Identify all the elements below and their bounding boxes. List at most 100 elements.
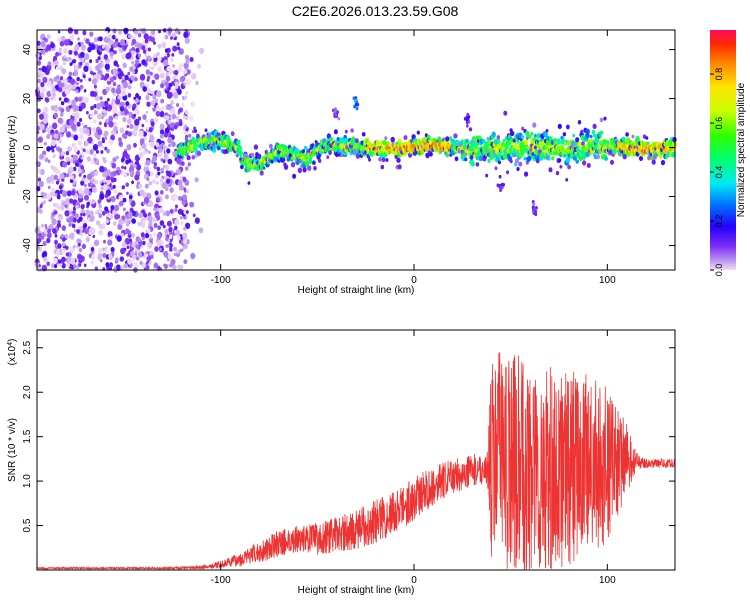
spectrogram-cell (156, 197, 160, 202)
spectrogram-cell (177, 46, 181, 51)
spectrogram-cell (133, 96, 136, 100)
spectrogram-cell (397, 164, 402, 170)
colorbar: 0.0 0.2 0.4 0.6 0.8 Normalized spectral ampl… (710, 30, 747, 276)
spectrogram-cell (585, 132, 590, 138)
spectrogram-cell (165, 186, 169, 192)
spectrogram-cell (80, 165, 84, 170)
spectrogram-cell (175, 204, 178, 209)
spectrogram-cell (51, 187, 56, 193)
spectrogram-cell (521, 135, 525, 140)
spectrogram-cell (143, 196, 150, 204)
spectrogram-cell (189, 115, 194, 121)
spectrogram-cell (57, 259, 62, 264)
spectrogram-cell (513, 143, 518, 149)
spectrogram-cell (66, 190, 72, 197)
spectrogram-cell (77, 37, 80, 41)
spectrogram-cell (527, 155, 532, 161)
spectrogram-cell (96, 103, 102, 110)
spectrogram-cell (51, 191, 56, 197)
spectrogram-cell (182, 238, 188, 245)
spectrogram-cell (53, 55, 58, 61)
spectrogram-cell (444, 140, 448, 145)
spectrogram-cell (112, 28, 117, 34)
spectrogram-cell (165, 72, 169, 77)
spectrogram-cell (247, 181, 251, 185)
spectrogram-cell (566, 124, 570, 130)
spectrogram-cell (105, 219, 110, 224)
spectrogram-cell (148, 150, 151, 154)
spectrogram-cell (73, 264, 77, 269)
spectrogram-cell (88, 231, 92, 236)
spectrogram-cell (54, 192, 58, 197)
spectrogram-cell (56, 194, 61, 200)
spectrogram-cell (137, 221, 142, 227)
spectrogram-cell (40, 86, 47, 93)
spectrogram-cell (98, 203, 102, 209)
spectrogram-cell (146, 228, 151, 234)
spectrogram-cell (118, 169, 122, 174)
spectrogram-cell (159, 178, 164, 183)
spectrogram-cell (157, 171, 161, 176)
spectrogram-cell (142, 240, 146, 246)
spectrogram-cell (121, 75, 125, 80)
spectrogram-cell (166, 65, 171, 72)
spectrogram-cell (71, 99, 77, 106)
spectrogram-cell (134, 174, 140, 181)
spectrogram-cell (100, 150, 104, 154)
spectrogram-cell (65, 97, 69, 102)
spectrogram-cell (50, 263, 55, 269)
snr-y-tick-label: 2.5 (22, 340, 33, 354)
spectrogram-cell (61, 225, 66, 231)
spectrogram-cell (73, 134, 79, 141)
colorbar-tick-label: 0.8 (714, 68, 724, 81)
spectrogram-cell (76, 160, 79, 164)
spectrogram-cell (146, 177, 150, 181)
spectrogram-cell (149, 135, 155, 142)
spectrogram-cell (121, 215, 126, 221)
spectrogram-cell (167, 253, 173, 260)
spectrogram-cell (102, 158, 107, 164)
spectrogram-cell (176, 103, 180, 107)
spectrogram-cell (57, 243, 62, 249)
spectrogram-cell (85, 236, 90, 243)
spectrogram-cell (110, 56, 114, 60)
spectrogram-cell (545, 129, 549, 133)
spectrogram-cell (121, 241, 127, 248)
spectrogram-cell (565, 178, 569, 182)
spectrogram-cell (154, 73, 160, 80)
spectrogram-cell (390, 136, 395, 143)
spectrogram-cell (138, 130, 144, 137)
spectrogram-cell (37, 136, 44, 143)
spectrogram-cell (425, 152, 430, 159)
spectrogram-cell (66, 259, 70, 264)
spectrogram-cell (40, 48, 46, 55)
spectrogram-cell (78, 254, 82, 260)
spectrogram-cell (85, 38, 90, 44)
spectrogram-cell (89, 59, 93, 64)
spectrogram-cell (60, 199, 64, 204)
spectrogram-cell (91, 255, 95, 260)
spectrogram-cell (158, 29, 161, 34)
spectrogram-cell (85, 128, 90, 134)
spectrogram-cell (103, 54, 109, 60)
spectrogram-cell (72, 63, 76, 67)
spectrogram-cell (173, 91, 179, 99)
spectrogram-cell (92, 234, 96, 239)
spectrogram-cell (96, 73, 102, 80)
spectrogram-cell (145, 69, 151, 75)
spectrogram-cell (147, 242, 153, 249)
spectrogram-cell (166, 52, 171, 58)
spectrogram-cell (37, 78, 41, 84)
spectrogram-cell (186, 155, 191, 161)
spectrogram-cell (575, 159, 579, 164)
spectrogram-cell (175, 229, 181, 236)
spectrogram-cell (153, 164, 157, 170)
spectrogram-cell (83, 77, 87, 81)
spectrogram-y-tick-label: -40 (22, 238, 33, 253)
spectrogram-cell (131, 106, 136, 111)
spectrogram-cell (543, 132, 548, 138)
spectrogram-cell (61, 258, 65, 263)
spectrogram-cell (147, 47, 151, 52)
spectrogram-cell (139, 189, 145, 196)
